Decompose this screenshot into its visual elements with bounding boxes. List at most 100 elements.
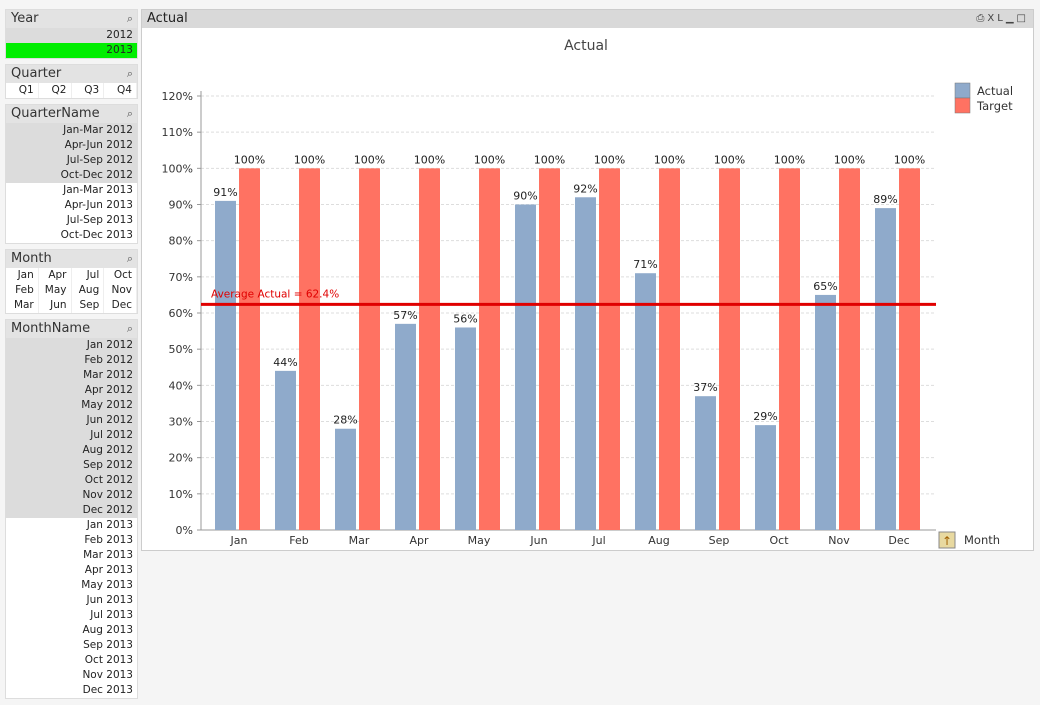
list-item[interactable]: Sep 2013 bbox=[83, 639, 133, 651]
data-label: 57% bbox=[393, 309, 417, 322]
y-tick-label: 40% bbox=[169, 379, 193, 392]
search-icon[interactable]: ⌕ bbox=[126, 67, 133, 80]
list-item[interactable]: 2012 bbox=[6, 28, 137, 43]
list-item[interactable]: Mar 2013 bbox=[83, 549, 133, 561]
bar-target bbox=[779, 168, 800, 531]
list-item[interactable]: Q4 bbox=[104, 83, 137, 98]
listbox-month[interactable]: Month ⌕ Jan Apr Jul Oct Feb May Aug Nov Mar Jun Sep… bbox=[5, 249, 138, 314]
list-item[interactable]: Feb bbox=[6, 283, 39, 298]
list-item[interactable]: May 2012 bbox=[6, 398, 137, 413]
chart-title: Actual bbox=[564, 38, 608, 54]
y-tick-label: 60% bbox=[169, 307, 193, 320]
data-label: 100% bbox=[894, 153, 925, 166]
y-tick-label: 100% bbox=[162, 162, 193, 175]
list-item[interactable]: Oct 2013 bbox=[84, 654, 133, 666]
legend-swatch bbox=[954, 82, 971, 99]
list-item[interactable]: Aug bbox=[72, 283, 105, 298]
list-item[interactable]: Jul-Sep 2012 bbox=[6, 153, 137, 168]
y-tick-label: 120% bbox=[162, 90, 193, 103]
list-item[interactable]: Jan-Mar 2013 bbox=[63, 184, 133, 196]
search-icon[interactable]: ⌕ bbox=[126, 12, 133, 25]
bar-target bbox=[599, 168, 620, 531]
bar-target bbox=[239, 168, 260, 531]
list-item[interactable]: Mar bbox=[6, 298, 39, 313]
list-item[interactable]: May 2013 bbox=[81, 579, 133, 591]
x-tick-label: Jul bbox=[591, 534, 605, 547]
list-item[interactable]: Dec 2012 bbox=[6, 503, 137, 518]
list-item[interactable]: Feb 2013 bbox=[84, 534, 133, 546]
list-item[interactable]: Apr-Jun 2012 bbox=[6, 138, 137, 153]
bar-actual bbox=[755, 425, 776, 530]
list-item[interactable]: Nov 2012 bbox=[6, 488, 137, 503]
listbox-header: Quarter ⌕ bbox=[6, 65, 137, 83]
x-tick-label: Sep bbox=[709, 534, 730, 547]
list-item[interactable]: Jun bbox=[39, 298, 72, 313]
data-label: 100% bbox=[594, 153, 625, 166]
x-tick-label: Apr bbox=[409, 534, 429, 547]
listbox-monthname[interactable]: MonthName ⌕ Jan 2012 Feb 2012 Mar 2012 Apr 2… bbox=[5, 319, 138, 699]
list-item[interactable]: Q1 bbox=[6, 83, 39, 98]
x-tick-label: Mar bbox=[349, 534, 370, 547]
list-item[interactable]: Oct 2012 bbox=[6, 473, 137, 488]
sort-arrow-icon-glyph: ↑ bbox=[942, 534, 952, 548]
list-item[interactable]: Apr-Jun 2013 bbox=[64, 199, 133, 211]
listbox-quartername[interactable]: QuarterName ⌕ Jan-Mar 2012 Apr-Jun 2012 Jul… bbox=[5, 104, 138, 244]
list-item[interactable]: Q3 bbox=[72, 83, 105, 98]
list-item[interactable]: Oct bbox=[104, 268, 137, 283]
list-item[interactable]: Apr bbox=[39, 268, 72, 283]
search-icon[interactable]: ⌕ bbox=[126, 107, 133, 120]
data-label: 100% bbox=[534, 153, 565, 166]
bar-target bbox=[719, 168, 740, 531]
data-label: 28% bbox=[333, 414, 357, 427]
bar-target bbox=[839, 168, 860, 531]
listbox-quarter[interactable]: Quarter ⌕ Q1 Q2 Q3 Q4 bbox=[5, 64, 138, 99]
maximize-icon[interactable]: □ bbox=[1016, 13, 1029, 24]
list-item[interactable]: Aug 2012 bbox=[6, 443, 137, 458]
list-item[interactable]: Jun 2013 bbox=[86, 594, 133, 606]
chart-panel[interactable]: Actual ⎙XL▁□ Actual 0% 10% 20% 30% 40% 50% 60% 7… bbox=[141, 9, 1034, 551]
y-tick-label: 80% bbox=[169, 235, 193, 248]
list-item[interactable]: Dec 2013 bbox=[82, 684, 133, 696]
bar-actual bbox=[695, 396, 716, 530]
listbox-year[interactable]: Year ⌕ 2012 2013 bbox=[5, 9, 138, 59]
legend-label: Actual bbox=[977, 84, 1013, 98]
list-item[interactable]: Oct-Dec 2012 bbox=[6, 168, 137, 183]
x-tick-label: Oct bbox=[769, 534, 789, 547]
list-item[interactable]: Jul 2013 bbox=[90, 609, 133, 621]
search-icon[interactable]: ⌕ bbox=[126, 252, 133, 265]
list-item[interactable]: Mar 2012 bbox=[6, 368, 137, 383]
list-item[interactable]: Dec bbox=[104, 298, 137, 313]
list-item[interactable]: Q2 bbox=[39, 83, 72, 98]
data-label: 71% bbox=[633, 258, 657, 271]
data-label: 44% bbox=[273, 356, 297, 369]
list-item-selected[interactable]: 2013 bbox=[6, 43, 137, 58]
listbox-header: QuarterName ⌕ bbox=[6, 105, 137, 123]
list-item[interactable]: Feb 2012 bbox=[6, 353, 137, 368]
list-item[interactable]: May bbox=[39, 283, 72, 298]
bar-actual bbox=[215, 200, 236, 530]
data-label: 100% bbox=[414, 153, 445, 166]
list-item[interactable]: Jan 2013 bbox=[86, 519, 133, 531]
reference-line-label: Average Actual = 62.4% bbox=[211, 288, 339, 300]
list-item[interactable]: Jul-Sep 2013 bbox=[66, 214, 133, 226]
bar-actual bbox=[275, 370, 296, 530]
list-item[interactable]: Jan 2012 bbox=[6, 338, 137, 353]
list-item[interactable]: Oct-Dec 2013 bbox=[60, 229, 133, 241]
list-item[interactable]: Nov 2013 bbox=[82, 669, 133, 681]
list-item[interactable]: Apr 2012 bbox=[6, 383, 137, 398]
minimize-icon[interactable]: ▁ bbox=[1005, 13, 1017, 24]
bar-target bbox=[899, 168, 920, 531]
list-item[interactable]: Aug 2013 bbox=[82, 624, 133, 636]
list-item[interactable]: Sep 2012 bbox=[6, 458, 137, 473]
list-item[interactable]: Jul 2012 bbox=[6, 428, 137, 443]
list-item[interactable]: Nov bbox=[104, 283, 137, 298]
list-item[interactable]: Jun 2012 bbox=[6, 413, 137, 428]
list-item[interactable]: Sep bbox=[72, 298, 105, 313]
list-item[interactable]: Jan bbox=[6, 268, 39, 283]
list-item[interactable]: Apr 2013 bbox=[84, 564, 133, 576]
xl-icon[interactable]: XL bbox=[987, 13, 1006, 24]
search-icon[interactable]: ⌕ bbox=[126, 322, 133, 335]
list-item[interactable]: Jan-Mar 2012 bbox=[6, 123, 137, 138]
print-icon[interactable]: ⎙ bbox=[976, 13, 988, 24]
list-item[interactable]: Jul bbox=[72, 268, 105, 283]
